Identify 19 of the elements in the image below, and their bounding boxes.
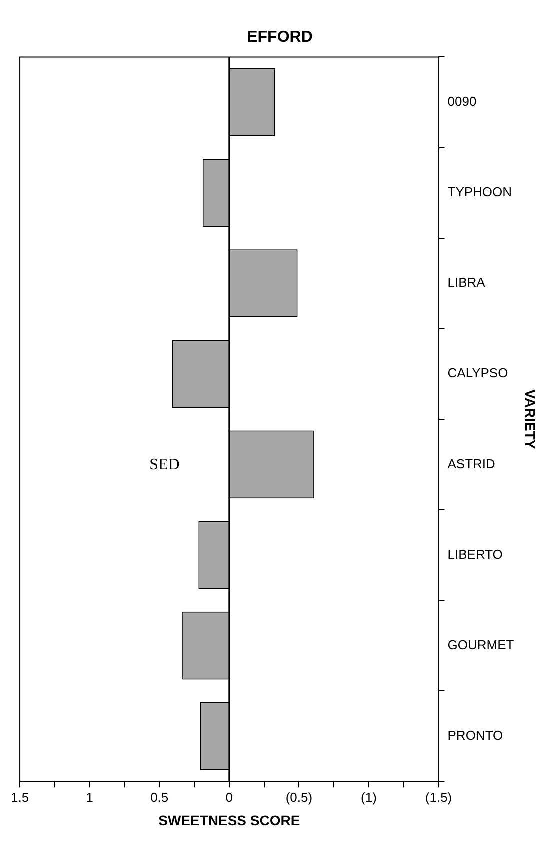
x-tick-label: 1 (86, 790, 94, 805)
y-tick-label: 0090 (448, 94, 477, 110)
y-tick-label: TYPHOON (448, 184, 512, 200)
x-tick-label: (1) (361, 790, 377, 805)
x-axis-title: SWEETNESS SCORE (158, 812, 300, 828)
y-axis-title: VARIETY (522, 390, 539, 450)
y-tick-label: GOURMET (448, 637, 514, 652)
x-tick-label: 0.5 (150, 790, 169, 805)
x-tick-label: 0 (226, 790, 234, 805)
y-tick-label: PRONTO (448, 728, 504, 743)
annotation: SED (150, 456, 180, 474)
y-tick-label: LIBRA (448, 275, 486, 290)
y-tick-label: LIBERTO (448, 546, 503, 562)
y-tick-label: ASTRID (448, 456, 496, 472)
x-tick-label: (1.5) (425, 790, 452, 805)
x-tick-label: 1.5 (10, 790, 30, 805)
y-tick-label: CALYPSO (448, 366, 508, 381)
x-tick-label: (0.5) (286, 790, 313, 805)
chart-title: EFFORD (247, 29, 313, 46)
